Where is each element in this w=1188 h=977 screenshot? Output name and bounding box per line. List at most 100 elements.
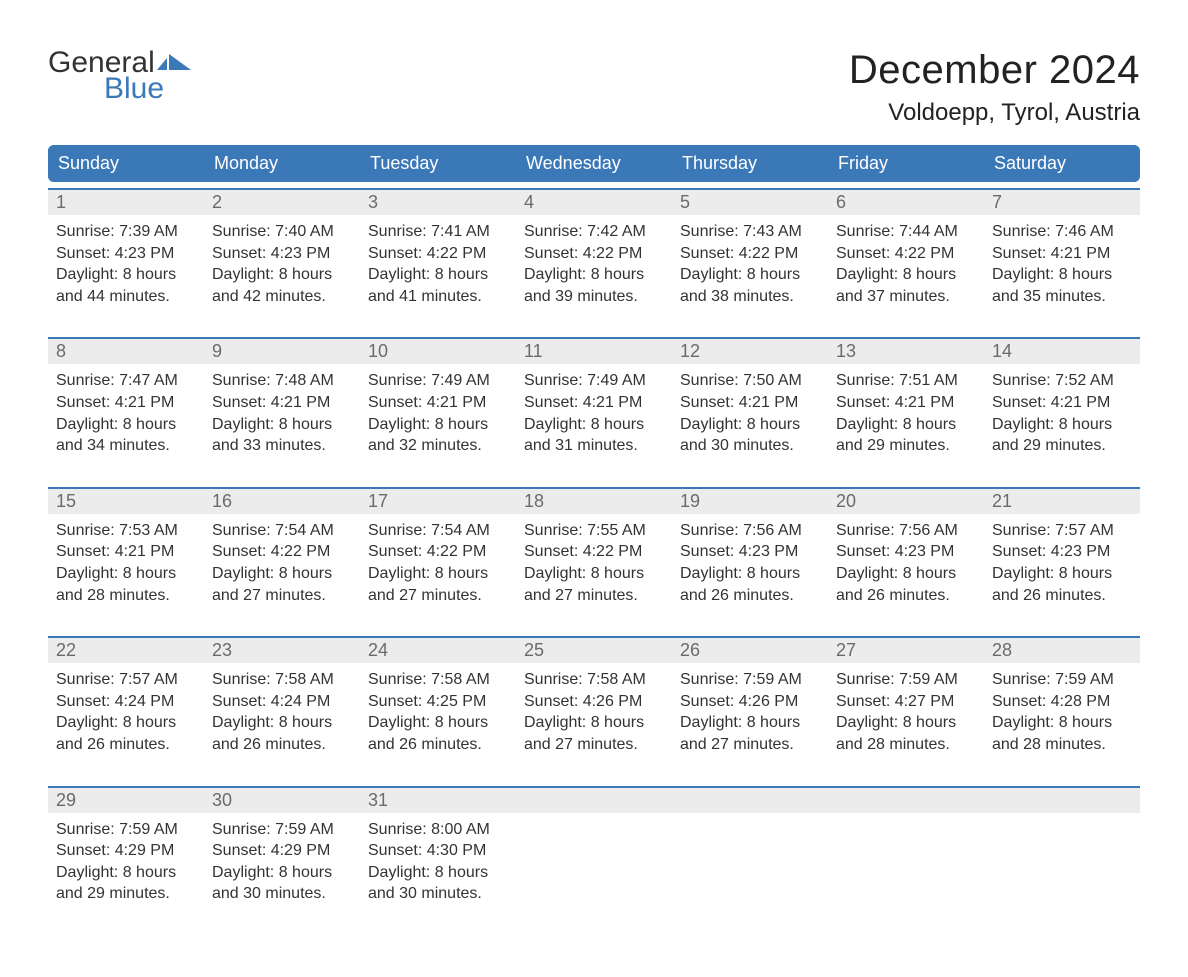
content-row: Sunrise: 7:47 AMSunset: 4:21 PMDaylight:… bbox=[48, 364, 1140, 480]
content-cell: Sunrise: 7:39 AMSunset: 4:23 PMDaylight:… bbox=[48, 215, 204, 331]
content-line: Daylight: 8 hours bbox=[524, 264, 664, 286]
content-cell bbox=[516, 813, 672, 929]
content-line: and 35 minutes. bbox=[992, 286, 1132, 308]
content-line: Sunrise: 7:42 AM bbox=[524, 221, 664, 243]
content-cell: Sunrise: 7:40 AMSunset: 4:23 PMDaylight:… bbox=[204, 215, 360, 331]
date-row: 22232425262728 bbox=[48, 636, 1140, 663]
content-cell: Sunrise: 7:55 AMSunset: 4:22 PMDaylight:… bbox=[516, 514, 672, 630]
content-line: Sunset: 4:21 PM bbox=[992, 392, 1132, 414]
content-line: Sunset: 4:25 PM bbox=[368, 691, 508, 713]
day-header: Monday bbox=[204, 145, 360, 182]
content-cell: Sunrise: 7:52 AMSunset: 4:21 PMDaylight:… bbox=[984, 364, 1140, 480]
content-line: Sunrise: 7:58 AM bbox=[368, 669, 508, 691]
content-line: Sunrise: 7:59 AM bbox=[836, 669, 976, 691]
content-line: Daylight: 8 hours bbox=[368, 862, 508, 884]
content-line: Sunset: 4:21 PM bbox=[212, 392, 352, 414]
content-line: Sunrise: 7:47 AM bbox=[56, 370, 196, 392]
content-cell: Sunrise: 7:50 AMSunset: 4:21 PMDaylight:… bbox=[672, 364, 828, 480]
content-cell: Sunrise: 7:46 AMSunset: 4:21 PMDaylight:… bbox=[984, 215, 1140, 331]
date-cell bbox=[828, 788, 984, 813]
content-line: and 26 minutes. bbox=[56, 734, 196, 756]
content-line: Sunset: 4:30 PM bbox=[368, 840, 508, 862]
content-line: Sunset: 4:22 PM bbox=[836, 243, 976, 265]
content-line: Sunrise: 7:51 AM bbox=[836, 370, 976, 392]
date-cell: 12 bbox=[672, 339, 828, 364]
content-line: Sunset: 4:21 PM bbox=[368, 392, 508, 414]
content-line: Daylight: 8 hours bbox=[368, 264, 508, 286]
content-line: Daylight: 8 hours bbox=[212, 862, 352, 884]
content-cell: Sunrise: 7:57 AMSunset: 4:23 PMDaylight:… bbox=[984, 514, 1140, 630]
day-header: Wednesday bbox=[516, 145, 672, 182]
content-line: Sunset: 4:24 PM bbox=[212, 691, 352, 713]
content-cell: Sunrise: 7:58 AMSunset: 4:26 PMDaylight:… bbox=[516, 663, 672, 779]
content-line: Sunrise: 7:53 AM bbox=[56, 520, 196, 542]
content-line: and 30 minutes. bbox=[212, 883, 352, 905]
date-cell: 22 bbox=[48, 638, 204, 663]
content-line: Daylight: 8 hours bbox=[680, 264, 820, 286]
content-line: Daylight: 8 hours bbox=[836, 712, 976, 734]
content-line: and 27 minutes. bbox=[524, 734, 664, 756]
content-cell: Sunrise: 7:59 AMSunset: 4:27 PMDaylight:… bbox=[828, 663, 984, 779]
content-cell: Sunrise: 7:48 AMSunset: 4:21 PMDaylight:… bbox=[204, 364, 360, 480]
content-line: Sunset: 4:26 PM bbox=[524, 691, 664, 713]
content-line: Sunrise: 7:58 AM bbox=[212, 669, 352, 691]
date-cell: 13 bbox=[828, 339, 984, 364]
content-line: Sunset: 4:23 PM bbox=[56, 243, 196, 265]
content-line: Daylight: 8 hours bbox=[680, 563, 820, 585]
content-line: and 27 minutes. bbox=[368, 585, 508, 607]
content-line: and 28 minutes. bbox=[56, 585, 196, 607]
content-line: Sunrise: 7:56 AM bbox=[836, 520, 976, 542]
content-cell: Sunrise: 7:43 AMSunset: 4:22 PMDaylight:… bbox=[672, 215, 828, 331]
calendar: SundayMondayTuesdayWednesdayThursdayFrid… bbox=[48, 145, 1140, 929]
date-cell: 31 bbox=[360, 788, 516, 813]
content-cell: Sunrise: 7:54 AMSunset: 4:22 PMDaylight:… bbox=[204, 514, 360, 630]
content-line: Sunrise: 7:40 AM bbox=[212, 221, 352, 243]
content-line: Sunset: 4:22 PM bbox=[212, 541, 352, 563]
date-cell: 28 bbox=[984, 638, 1140, 663]
date-cell: 16 bbox=[204, 489, 360, 514]
content-line: and 28 minutes. bbox=[836, 734, 976, 756]
date-cell bbox=[984, 788, 1140, 813]
content-line: and 37 minutes. bbox=[836, 286, 976, 308]
content-line: Sunrise: 7:59 AM bbox=[56, 819, 196, 841]
content-line: Sunset: 4:21 PM bbox=[680, 392, 820, 414]
date-cell: 26 bbox=[672, 638, 828, 663]
date-cell: 19 bbox=[672, 489, 828, 514]
date-row: 293031 bbox=[48, 786, 1140, 813]
content-line: Sunrise: 7:49 AM bbox=[524, 370, 664, 392]
content-line: Daylight: 8 hours bbox=[836, 563, 976, 585]
content-line: Daylight: 8 hours bbox=[524, 563, 664, 585]
content-row: Sunrise: 7:59 AMSunset: 4:29 PMDaylight:… bbox=[48, 813, 1140, 929]
content-cell: Sunrise: 7:59 AMSunset: 4:29 PMDaylight:… bbox=[204, 813, 360, 929]
content-line: Sunrise: 7:57 AM bbox=[992, 520, 1132, 542]
content-line: and 26 minutes. bbox=[368, 734, 508, 756]
content-cell: Sunrise: 7:47 AMSunset: 4:21 PMDaylight:… bbox=[48, 364, 204, 480]
content-line: Daylight: 8 hours bbox=[836, 414, 976, 436]
content-line: Sunrise: 7:56 AM bbox=[680, 520, 820, 542]
content-line: Sunset: 4:23 PM bbox=[992, 541, 1132, 563]
content-line: and 29 minutes. bbox=[56, 883, 196, 905]
date-cell: 4 bbox=[516, 190, 672, 215]
date-cell: 21 bbox=[984, 489, 1140, 514]
header-row: General Blue December 2024 Voldoepp, Tyr… bbox=[48, 48, 1140, 127]
date-cell: 5 bbox=[672, 190, 828, 215]
content-cell: Sunrise: 7:59 AMSunset: 4:26 PMDaylight:… bbox=[672, 663, 828, 779]
content-line: Sunrise: 7:39 AM bbox=[56, 221, 196, 243]
content-line: Sunset: 4:21 PM bbox=[992, 243, 1132, 265]
content-line: and 30 minutes. bbox=[680, 435, 820, 457]
day-header-row: SundayMondayTuesdayWednesdayThursdayFrid… bbox=[48, 145, 1140, 182]
content-line: Sunrise: 7:57 AM bbox=[56, 669, 196, 691]
date-cell: 23 bbox=[204, 638, 360, 663]
day-header: Tuesday bbox=[360, 145, 516, 182]
content-line: Sunrise: 7:54 AM bbox=[212, 520, 352, 542]
content-line: Daylight: 8 hours bbox=[680, 414, 820, 436]
date-cell: 3 bbox=[360, 190, 516, 215]
day-header: Thursday bbox=[672, 145, 828, 182]
content-line: Sunrise: 7:55 AM bbox=[524, 520, 664, 542]
content-line: and 42 minutes. bbox=[212, 286, 352, 308]
content-line: and 34 minutes. bbox=[56, 435, 196, 457]
date-cell: 7 bbox=[984, 190, 1140, 215]
content-line: Sunrise: 7:54 AM bbox=[368, 520, 508, 542]
content-line: Sunset: 4:22 PM bbox=[524, 243, 664, 265]
content-row: Sunrise: 7:39 AMSunset: 4:23 PM Daylight:… bbox=[48, 215, 1140, 331]
